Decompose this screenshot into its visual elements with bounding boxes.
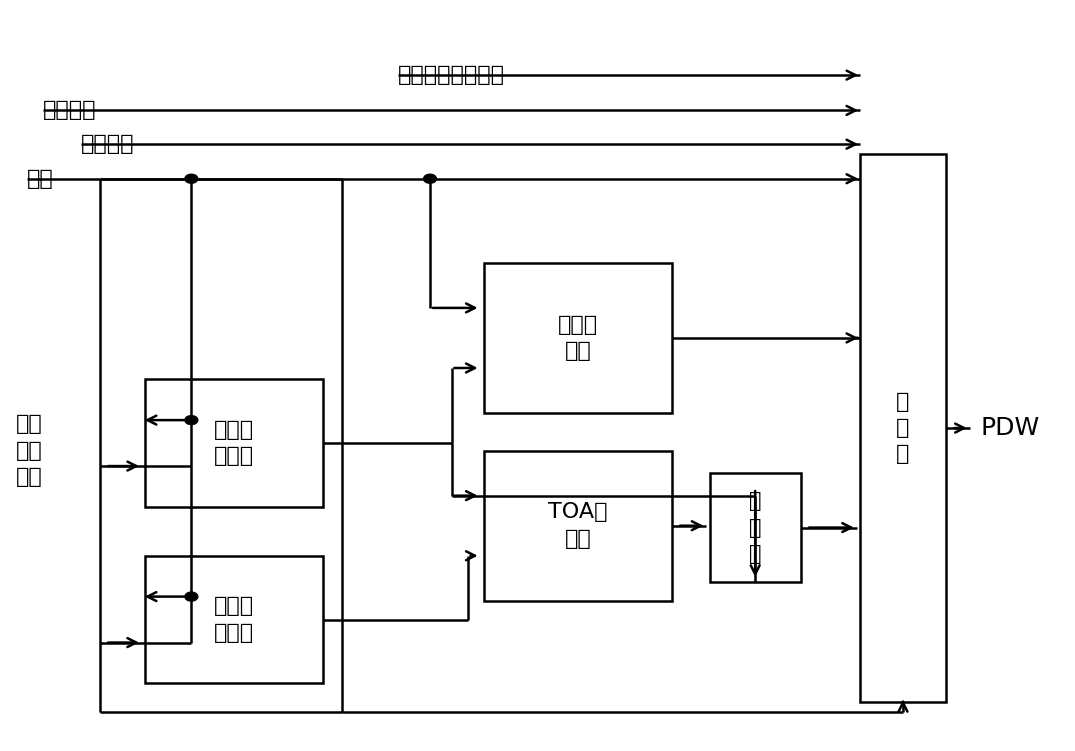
- Bar: [145, 556, 322, 683]
- Bar: [484, 451, 672, 601]
- Text: 锁
存
器: 锁 存 器: [897, 392, 909, 464]
- Bar: [484, 263, 672, 413]
- Text: 锁
存
器: 锁 存 器: [749, 491, 761, 564]
- Circle shape: [185, 592, 198, 601]
- Text: 时钟: 时钟: [27, 169, 54, 189]
- Text: 信道编号: 信道编号: [43, 101, 97, 120]
- Text: 差分
检测
结果: 差分 检测 结果: [16, 415, 42, 487]
- Circle shape: [185, 174, 198, 183]
- Text: 脉宽计
数器: 脉宽计 数器: [558, 315, 598, 361]
- Text: 后沿产
生电路: 后沿产 生电路: [214, 596, 254, 643]
- Bar: [710, 473, 801, 582]
- Text: PDW: PDW: [980, 416, 1040, 440]
- Text: 信号幅度: 信号幅度: [81, 134, 134, 154]
- Bar: [860, 154, 946, 702]
- Circle shape: [424, 174, 436, 183]
- Text: TOA计
数器: TOA计 数器: [548, 502, 607, 549]
- Circle shape: [185, 415, 198, 424]
- Text: 前沿产
生电路: 前沿产 生电路: [214, 420, 254, 466]
- Bar: [145, 379, 322, 507]
- Text: 差分脉内分析结果: 差分脉内分析结果: [398, 65, 505, 85]
